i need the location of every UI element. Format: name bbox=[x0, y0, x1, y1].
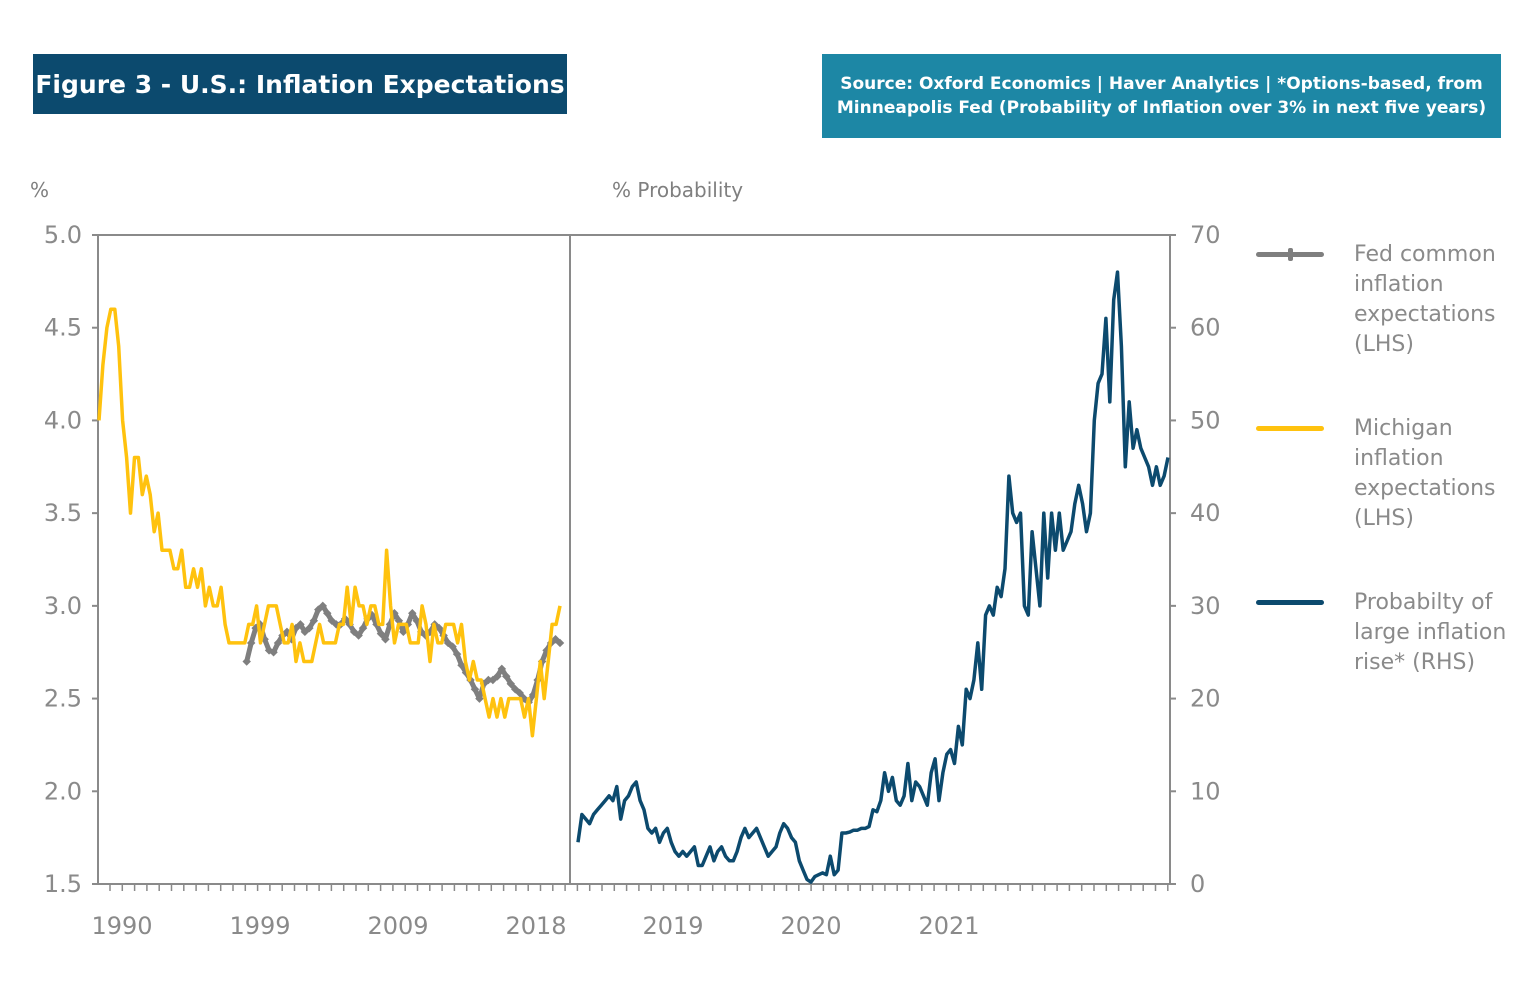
fed-point-marker bbox=[555, 638, 565, 648]
fed-point-marker bbox=[470, 685, 480, 694]
left-y-tick-label: 4.0 bbox=[44, 406, 82, 434]
right-y-tick-label: 20 bbox=[1190, 685, 1221, 713]
fed-point-marker bbox=[484, 675, 493, 685]
left-y-tick-label: 4.5 bbox=[44, 314, 82, 342]
right-y-tick-label: 10 bbox=[1190, 777, 1221, 805]
x-tick-label: 2021 bbox=[918, 912, 979, 940]
right-axis-unit: % Probability bbox=[612, 178, 744, 202]
left-y-tick-label: 3.5 bbox=[44, 499, 82, 527]
x-tick-label: 2020 bbox=[780, 912, 841, 940]
right-y-tick-label: 60 bbox=[1190, 314, 1221, 342]
x-tick-label: 2019 bbox=[642, 912, 703, 940]
fed-point-marker bbox=[318, 601, 328, 611]
left-y-tick-label: 2.0 bbox=[44, 777, 82, 805]
fed-point-marker bbox=[309, 616, 319, 625]
fed-point-marker bbox=[381, 634, 390, 644]
x-tick-label: 1990 bbox=[91, 912, 152, 940]
right-y-tick-label: 0 bbox=[1190, 870, 1205, 898]
x-tick-label: 2009 bbox=[367, 912, 428, 940]
right-y-tick-label: 40 bbox=[1190, 499, 1221, 527]
fed-point-marker bbox=[376, 629, 386, 638]
fed-point-marker bbox=[354, 631, 363, 640]
figure-title: Figure 3 - U.S.: Inflation Expectations bbox=[33, 54, 567, 114]
fed-point-marker bbox=[497, 664, 507, 674]
plus-marker-icon bbox=[1288, 248, 1293, 261]
right-y-tick-label: 50 bbox=[1190, 406, 1221, 434]
fed-point-marker bbox=[452, 649, 462, 659]
right-y-tick-label: 30 bbox=[1190, 592, 1221, 620]
left-y-tick-label: 1.5 bbox=[44, 870, 82, 898]
legend-label-michigan: Michigan inflation expectations (LHS) bbox=[1354, 416, 1496, 531]
legend-label-fed: Fed common inflation expectations (LHS) bbox=[1354, 242, 1496, 357]
fed-point-marker bbox=[305, 623, 314, 633]
legend-swatch-michigan bbox=[1256, 426, 1324, 431]
source-line-1: Source: Oxford Economics | Haver Analyti… bbox=[840, 74, 1483, 94]
legend-label-probability: Probabilty of large inflation rise* (RHS… bbox=[1354, 590, 1507, 675]
fed-point-marker bbox=[434, 623, 444, 633]
x-tick-label: 2018 bbox=[505, 912, 566, 940]
fed-point-marker bbox=[515, 688, 524, 698]
x-tick-label: 1999 bbox=[229, 912, 290, 940]
fed-point-marker bbox=[493, 672, 502, 681]
legend-swatch-fed bbox=[1256, 248, 1324, 261]
right-y-tick-label: 70 bbox=[1190, 221, 1221, 249]
left-axis-unit: % bbox=[30, 178, 50, 202]
fed-point-marker bbox=[323, 609, 332, 618]
series-line-michigan bbox=[97, 307, 562, 738]
left-y-tick-label: 2.5 bbox=[44, 685, 82, 713]
legend-swatch-probability bbox=[1256, 600, 1324, 605]
fed-point-marker bbox=[269, 647, 278, 657]
fed-point-marker bbox=[457, 660, 466, 670]
fed-point-marker bbox=[399, 627, 408, 637]
left-y-tick-label: 3.0 bbox=[44, 592, 82, 620]
fed-point-marker bbox=[475, 694, 484, 703]
fed-point-marker bbox=[273, 638, 283, 648]
left-y-tick-label: 5.0 bbox=[44, 221, 82, 249]
fed-point-marker bbox=[358, 623, 368, 633]
source-line-2: Minneapolis Fed (Probability of Inflatio… bbox=[836, 98, 1487, 118]
fed-point-marker bbox=[448, 642, 457, 651]
fed-point-marker bbox=[296, 620, 305, 629]
fed-point-marker bbox=[502, 672, 511, 681]
source-note: Source: Oxford Economics | Haver Analyti… bbox=[822, 54, 1501, 138]
plot-frame bbox=[97, 234, 1171, 885]
fed-point-marker bbox=[408, 609, 417, 618]
series-line-probability bbox=[576, 270, 1170, 884]
